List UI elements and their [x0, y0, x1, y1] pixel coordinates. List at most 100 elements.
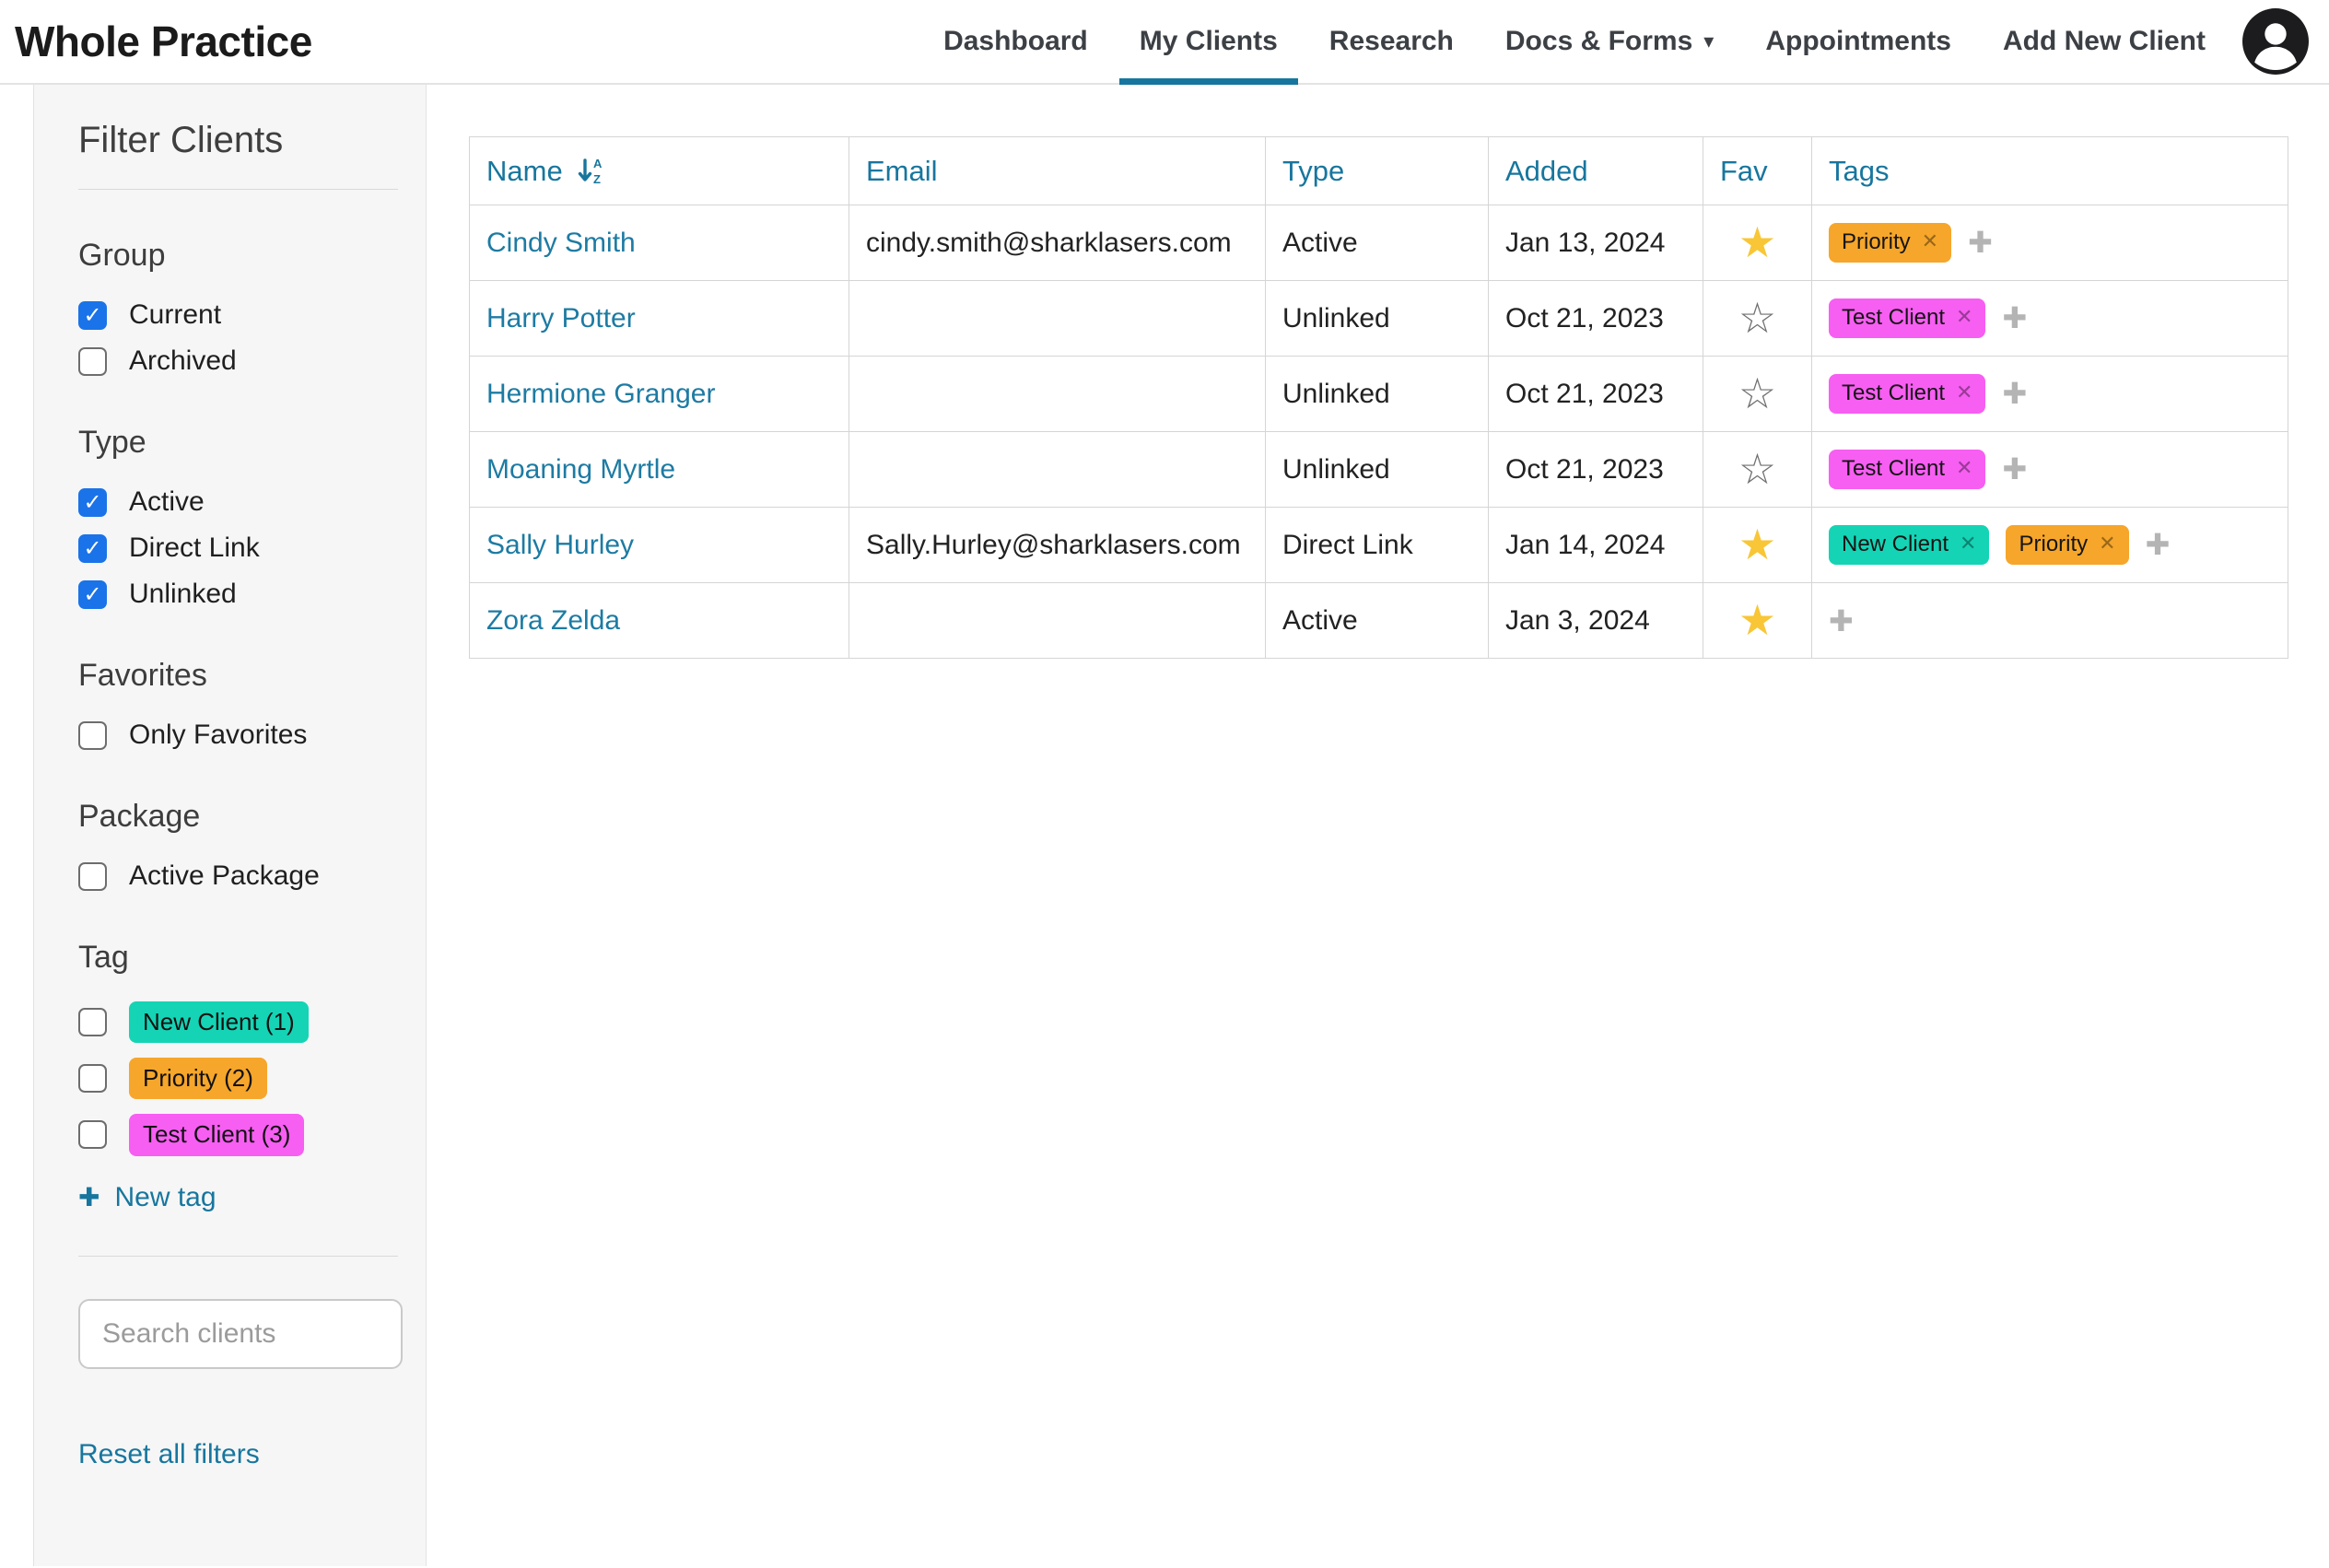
remove-tag-icon[interactable]: ✕: [1921, 230, 1939, 254]
checkbox-archived[interactable]: [78, 346, 107, 376]
tag-chip: Test Client ✕: [1829, 450, 1986, 489]
nav-item-appointments[interactable]: Appointments: [1765, 26, 1951, 56]
checkbox-tag-priority[interactable]: [78, 1064, 107, 1094]
add-tag-button[interactable]: ✚: [2002, 300, 2028, 336]
table-row: Moaning Myrtle Unlinked Oct 21, 2023 Tes…: [469, 431, 2288, 508]
divider: [78, 189, 398, 190]
added-cell: Jan 13, 2024: [1488, 205, 1703, 281]
type-cell: Active: [1265, 582, 1489, 659]
brand-logo: Whole Practice: [15, 18, 312, 65]
checkbox-active-package[interactable]: [78, 861, 107, 891]
checkbox-direct-link[interactable]: [78, 533, 107, 563]
favorite-star-icon[interactable]: [1738, 293, 1776, 343]
email-cell: [849, 280, 1266, 357]
column-header-name[interactable]: Name A Z: [469, 136, 849, 205]
filter-section-favorites: Favorites Only Favorites: [78, 658, 398, 751]
table-row: Zora Zelda Active Jan 3, 2024 ✚: [469, 582, 2288, 659]
email-cell: cindy.smith@sharklasers.com: [849, 205, 1266, 281]
remove-tag-icon[interactable]: ✕: [1956, 381, 1973, 405]
client-name-link[interactable]: Sally Hurley: [486, 529, 635, 560]
email-cell: [849, 356, 1266, 432]
client-name-link[interactable]: Cindy Smith: [486, 227, 636, 258]
checkbox-label: Active: [129, 486, 205, 517]
tag-chip-new-client: New Client (1): [129, 1001, 309, 1044]
add-tag-button[interactable]: ✚: [2002, 376, 2028, 412]
checkbox-only-favorites[interactable]: [78, 720, 107, 750]
svg-text:A: A: [593, 157, 603, 170]
filter-section-group: Group Current Archived: [78, 238, 398, 377]
tag-chip: Priority ✕: [1829, 223, 1952, 263]
checkbox-unlinked[interactable]: [78, 579, 107, 609]
add-tag-button[interactable]: ✚: [1968, 225, 1993, 261]
filter-option-active-package: Active Package: [78, 860, 398, 892]
added-cell: Oct 21, 2023: [1488, 431, 1703, 508]
plus-icon: ✚: [78, 1182, 100, 1213]
add-tag-button[interactable]: ✚: [1829, 603, 1854, 638]
add-tag-button[interactable]: ✚: [2002, 451, 2028, 487]
email-cell: [849, 582, 1266, 659]
table-header-row: Name A Z Email Type Added Fav Tags: [469, 136, 2288, 205]
favorites-heading: Favorites: [78, 658, 207, 693]
remove-tag-icon[interactable]: ✕: [1956, 457, 1973, 481]
type-cell: Unlinked: [1265, 356, 1489, 432]
favorite-star-icon[interactable]: [1738, 369, 1776, 418]
checkbox-active[interactable]: [78, 487, 107, 517]
tag-chip: Test Client ✕: [1829, 298, 1986, 338]
search-input[interactable]: [78, 1298, 403, 1369]
filter-option-only-favorites: Only Favorites: [78, 720, 398, 751]
nav-item-add-new-client[interactable]: Add New Client: [2002, 26, 2206, 56]
page-body: Filter Clients Group Current Archived Ty…: [0, 85, 2329, 1566]
added-cell: Oct 21, 2023: [1488, 356, 1703, 432]
client-name-link[interactable]: Harry Potter: [486, 302, 636, 333]
filter-option-tag-priority: Priority (2): [78, 1058, 398, 1100]
package-heading: Package: [78, 799, 201, 834]
add-tag-button[interactable]: ✚: [2145, 527, 2171, 563]
tag-chip-label: Test Client: [1842, 305, 1946, 331]
table-row: Hermione Granger Unlinked Oct 21, 2023 T…: [469, 356, 2288, 432]
table-row: Cindy Smith cindy.smith@sharklasers.com …: [469, 205, 2288, 281]
checkbox-current[interactable]: [78, 300, 107, 330]
column-header-added[interactable]: Added: [1488, 136, 1703, 205]
reset-filters-link[interactable]: Reset all filters: [78, 1438, 260, 1469]
checkbox-tag-test-client[interactable]: [78, 1120, 107, 1150]
tag-chip-label: Priority: [1842, 229, 1911, 255]
filter-section-package: Package Active Package: [78, 799, 398, 892]
filter-option-current: Current: [78, 299, 398, 331]
remove-tag-icon[interactable]: ✕: [1956, 306, 1973, 330]
column-header-fav[interactable]: Fav: [1703, 136, 1812, 205]
checkbox-label: Direct Link: [129, 532, 260, 563]
added-cell: Jan 14, 2024: [1488, 507, 1703, 583]
type-cell: Direct Link: [1265, 507, 1489, 583]
nav-item-docs-forms-label: Docs & Forms: [1504, 26, 1693, 56]
new-tag-label: New tag: [114, 1181, 217, 1212]
checkbox-tag-new-client[interactable]: [78, 1008, 107, 1037]
tag-chip: Test Client ✕: [1829, 374, 1986, 414]
avatar[interactable]: [2242, 8, 2309, 75]
filter-section-type: Type Active Direct Link Unlinked: [78, 425, 398, 610]
filter-title: Filter Clients: [78, 120, 284, 160]
nav-item-my-clients[interactable]: My Clients: [1118, 0, 1298, 85]
nav-item-research[interactable]: Research: [1328, 26, 1454, 56]
nav-item-docs-forms[interactable]: Docs & Forms ▾: [1505, 0, 1714, 83]
column-header-type[interactable]: Type: [1265, 136, 1489, 205]
remove-tag-icon[interactable]: ✕: [1960, 532, 1977, 556]
nav-item-dashboard[interactable]: Dashboard: [943, 26, 1088, 56]
chevron-down-icon: ▾: [1703, 29, 1715, 53]
favorite-star-icon[interactable]: [1738, 520, 1776, 569]
tag-chip-label: Priority: [2019, 532, 2089, 557]
column-header-email[interactable]: Email: [849, 136, 1266, 205]
filter-sidebar: Filter Clients Group Current Archived Ty…: [33, 85, 427, 1566]
client-name-link[interactable]: Moaning Myrtle: [486, 453, 676, 485]
type-cell: Unlinked: [1265, 280, 1489, 357]
favorite-star-icon[interactable]: [1738, 595, 1776, 645]
new-tag-button[interactable]: ✚ New tag: [78, 1182, 398, 1213]
added-cell: Jan 3, 2024: [1488, 582, 1703, 659]
filter-option-tag-test-client: Test Client (3): [78, 1114, 398, 1156]
favorite-star-icon[interactable]: [1738, 444, 1776, 494]
filter-option-archived: Archived: [78, 345, 398, 377]
remove-tag-icon[interactable]: ✕: [2099, 532, 2116, 556]
client-name-link[interactable]: Zora Zelda: [486, 604, 621, 636]
column-header-tags[interactable]: Tags: [1811, 136, 2288, 205]
favorite-star-icon[interactable]: [1738, 217, 1776, 267]
client-name-link[interactable]: Hermione Granger: [486, 378, 716, 409]
